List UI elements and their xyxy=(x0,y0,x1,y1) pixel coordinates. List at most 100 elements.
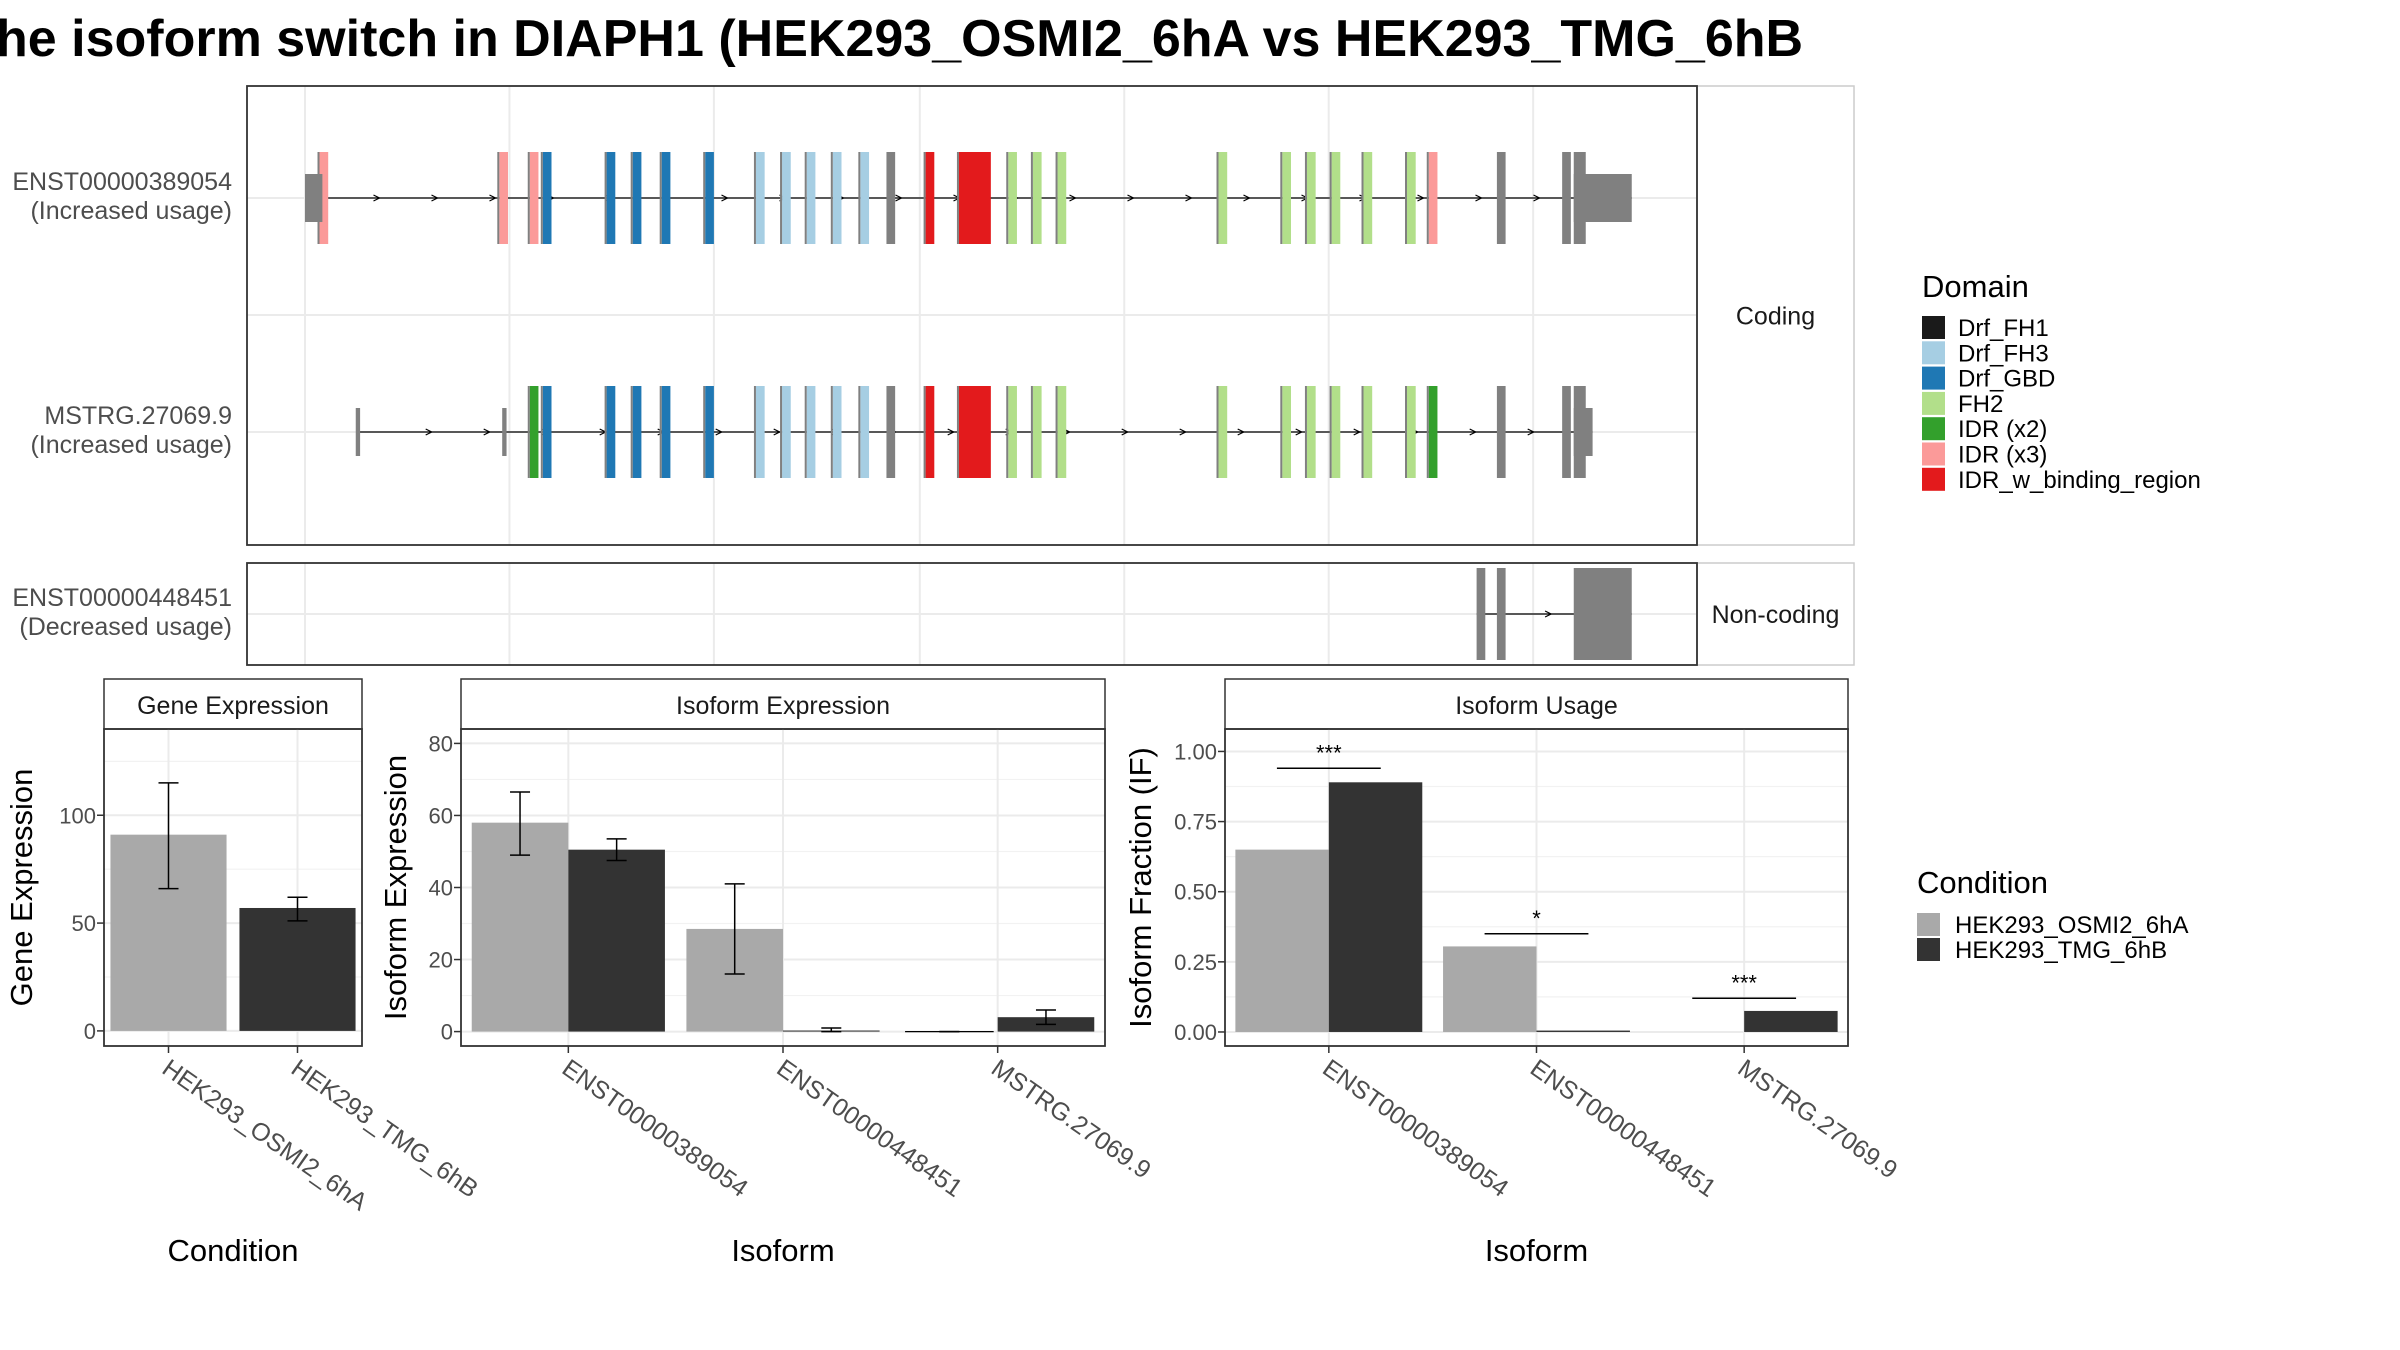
legend-swatch xyxy=(1917,938,1940,961)
noncoding-exon xyxy=(1476,568,1486,660)
y-tick-label: 50 xyxy=(72,911,96,936)
y-tick-label: 40 xyxy=(429,876,453,901)
exon-edge xyxy=(1055,152,1058,244)
bar xyxy=(1328,782,1423,1032)
coding-exon xyxy=(806,152,816,244)
intron-arrow xyxy=(1185,194,1193,202)
bar xyxy=(1536,1030,1630,1032)
exon-edge xyxy=(804,152,807,244)
exon-edge xyxy=(527,386,530,478)
intron-arrow xyxy=(1353,428,1362,436)
coding-exon xyxy=(1306,152,1316,244)
coding-exon xyxy=(1032,152,1042,244)
transcript-usage-label: (Increased usage) xyxy=(30,197,232,225)
exon-edge xyxy=(1055,386,1058,478)
coding-exon xyxy=(661,152,671,244)
exon-edge xyxy=(923,152,926,244)
y-tick-label: 20 xyxy=(429,948,453,973)
y-tick-label: 80 xyxy=(429,731,453,756)
coding-exon xyxy=(1282,386,1291,478)
exon-edge xyxy=(1405,152,1407,244)
significance-label: *** xyxy=(1316,740,1342,765)
coding-exon xyxy=(319,152,329,244)
legend-swatch xyxy=(1922,341,1945,365)
legend-swatch xyxy=(1922,417,1945,441)
intron-arrow xyxy=(373,194,381,202)
intron-arrow xyxy=(1469,428,1478,436)
exon-edge xyxy=(1361,152,1364,244)
coding-exon xyxy=(1218,386,1228,478)
legend-label: HEK293_TMG_6hB xyxy=(1955,937,2167,964)
y-tick-label: 100 xyxy=(59,803,96,828)
intron-arrow xyxy=(721,194,729,202)
panel-strip xyxy=(103,678,363,730)
utr-3prime-cap xyxy=(1573,152,1586,244)
coding-exon xyxy=(755,386,765,478)
exon-edge xyxy=(703,386,706,478)
intron-arrow xyxy=(1121,428,1130,436)
exon-edge xyxy=(527,152,530,244)
exon-edge xyxy=(858,152,861,244)
exon-edge xyxy=(630,386,633,478)
coding-exon xyxy=(1331,152,1341,244)
coding-exon xyxy=(1331,386,1341,478)
legend-label: IDR (x2) xyxy=(1958,416,2047,443)
exon-edge xyxy=(753,152,756,244)
figure-title: he isoform switch in DIAPH1 (HEK293_OSMI… xyxy=(0,10,1803,68)
exon-edge xyxy=(1216,386,1219,478)
y-tick-label: 0.75 xyxy=(1174,810,1217,835)
strip-label: Coding xyxy=(1736,303,1815,331)
intron-arrow xyxy=(1237,428,1246,436)
exon-edge xyxy=(540,152,543,244)
intron-arrow xyxy=(1527,428,1536,436)
exon-edge xyxy=(1030,152,1033,244)
coding-exon xyxy=(1562,386,1571,478)
exon-edge xyxy=(1426,386,1429,478)
coding-exon xyxy=(832,152,842,244)
legend-swatch xyxy=(1922,391,1945,415)
legend-label: IDR_w_binding_region xyxy=(1958,467,2201,494)
coding-exon xyxy=(1428,152,1438,244)
coding-exon xyxy=(632,152,642,244)
legend-swatch xyxy=(1922,442,1945,466)
panel-border xyxy=(103,728,363,1047)
panel-strip xyxy=(460,678,1106,730)
exon-edge xyxy=(753,386,756,478)
exon-edge xyxy=(703,152,706,244)
bar xyxy=(568,849,665,1032)
exon-edge xyxy=(1361,386,1364,478)
panel-strip-title: Isoform Usage xyxy=(1455,692,1618,720)
exon-edge xyxy=(1030,386,1033,478)
legend-label: IDR (x3) xyxy=(1958,442,2047,469)
coding-exon xyxy=(606,152,616,244)
coding-exon xyxy=(632,386,642,478)
legend-label: Drf_GBD xyxy=(1958,366,2055,393)
panel-border xyxy=(246,85,1698,546)
coding-exon xyxy=(661,386,671,478)
utr-3prime-cap xyxy=(1573,386,1586,478)
intron-arrow xyxy=(773,428,782,436)
coding-exon xyxy=(499,152,508,244)
y-tick-label: 0 xyxy=(84,1019,96,1044)
coding-exon xyxy=(925,386,935,478)
exon-edge xyxy=(923,386,926,478)
transcript-usage-label: (Decreased usage) xyxy=(19,613,232,641)
intron-arrow xyxy=(1533,194,1541,202)
coding-exon xyxy=(1306,386,1316,478)
bar xyxy=(1443,946,1537,1032)
intron-arrow xyxy=(431,194,439,202)
noncoding-exon xyxy=(1496,568,1506,660)
coding-exon xyxy=(529,386,539,478)
legend-label: Drf_FH1 xyxy=(1958,315,2049,342)
transcript-usage-label: (Increased usage) xyxy=(30,431,232,459)
coding-exon xyxy=(860,386,870,478)
bar xyxy=(1235,849,1329,1032)
bar xyxy=(471,822,569,1032)
legend-label: FH2 xyxy=(1958,391,2003,418)
y-axis-title: Gene Expression xyxy=(4,769,39,1007)
coding-exon xyxy=(860,152,870,244)
strip-box xyxy=(1696,562,1855,666)
coding-exon xyxy=(1008,386,1017,478)
